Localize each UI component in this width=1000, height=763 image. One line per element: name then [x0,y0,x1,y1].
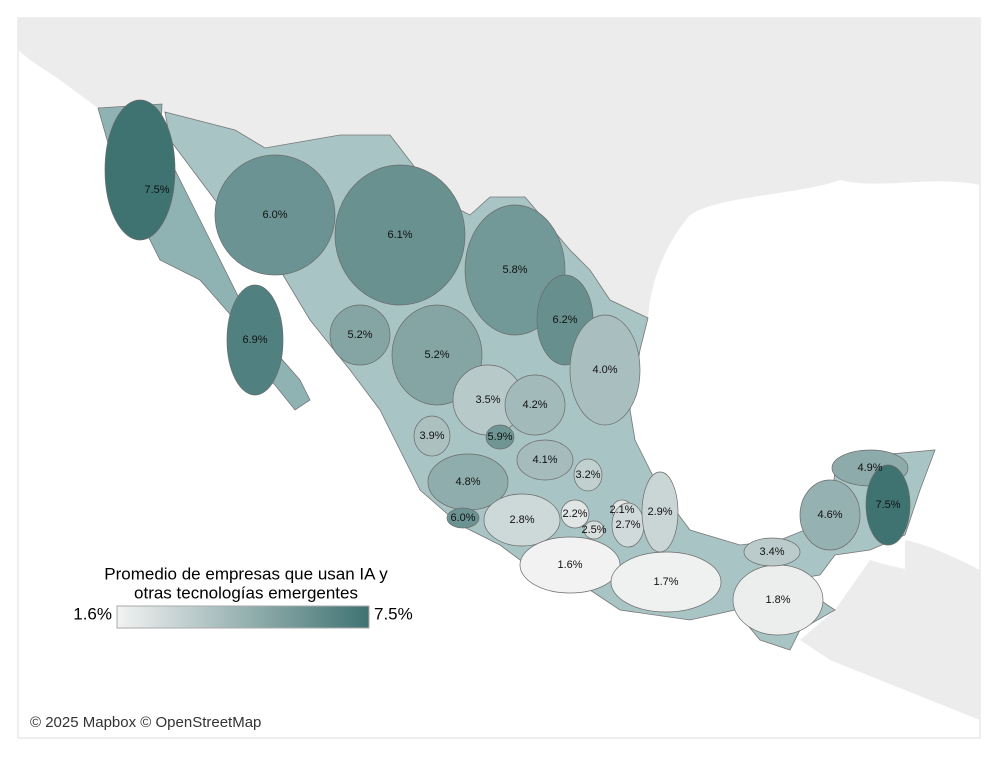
region [485,424,515,450]
value-label: 2.9% [647,506,672,518]
legend-max: 7.5% [374,604,413,623]
value-label: 6.0% [262,209,287,221]
value-label: 3.5% [475,394,500,406]
legend-title: Promedio de empresas que usan IA y [104,564,388,583]
value-label: 7.5% [875,499,900,511]
value-label: 5.8% [502,264,527,276]
region [504,374,566,436]
value-label: 4.2% [522,399,547,411]
value-label: 4.1% [532,454,557,466]
region [573,458,603,492]
value-label: 2.7% [615,519,640,531]
value-label: 3.2% [575,469,600,481]
labels: 7.5% 6.9% 6.0% 6.1% 5.8% 6.2% 4.0% 5.2% 5.2% 3.5%… [144,184,900,606]
value-label: 5.9% [487,431,512,443]
value-label: 5.2% [424,349,449,361]
region [329,304,391,366]
legend-gradient [116,605,370,629]
region [413,415,451,457]
land-north [18,18,980,318]
value-label: 1.6% [557,559,582,571]
region [446,507,480,529]
region [569,314,641,426]
region [743,537,801,567]
region [334,164,466,306]
region [610,551,722,613]
value-label: 5.2% [347,329,372,341]
value-label: 1.7% [653,576,678,588]
value-label: 4.9% [857,462,882,474]
regions [104,99,911,636]
region [226,284,284,396]
attribution-bg [22,712,292,734]
value-label: 4.8% [455,476,480,488]
value-label: 6.1% [387,229,412,241]
value-label: 4.6% [817,509,842,521]
region [104,99,176,241]
value-label: 1.8% [765,594,790,606]
value-label: 2.5% [581,524,606,536]
region [483,493,561,547]
legend-title: otras tecnologías emergentes [134,583,358,602]
value-label: 2.1% [609,504,634,516]
region [214,154,336,276]
value-label: 6.2% [552,314,577,326]
value-label: 7.5% [144,184,169,196]
legend-min: 1.6% [73,604,112,623]
value-label: 2.8% [509,514,534,526]
value-label: 6.0% [450,512,475,524]
region [583,520,605,540]
region [799,479,861,551]
region [560,499,590,529]
land-caribbean [905,540,980,605]
value-label: 3.4% [759,546,784,558]
attribution: © 2025 Mapbox © OpenStreetMap [30,714,261,731]
value-label: 6.9% [242,334,267,346]
region [865,464,911,546]
value-label: 4.0% [592,364,617,376]
value-label: 3.9% [419,430,444,442]
region [519,536,621,594]
value-label: 2.2% [562,508,587,520]
region [516,439,574,481]
